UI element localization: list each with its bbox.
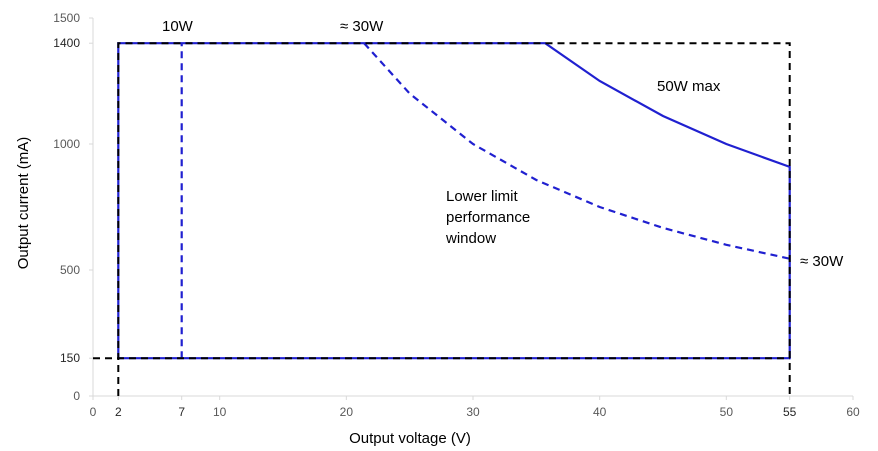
x-tick-label: 60	[846, 405, 860, 419]
x-tick-label: 55	[783, 405, 797, 419]
y-tick-label: 1000	[53, 137, 80, 151]
x-tick-label: 0	[90, 405, 97, 419]
annotation-label: 50W max	[657, 78, 721, 95]
series-layer	[93, 42, 791, 396]
annotation-label: ≈ 30W	[800, 253, 844, 270]
annotation-label: window	[445, 230, 496, 247]
x-tick-label: 10	[213, 405, 227, 419]
y-tick-label: 1400	[53, 36, 80, 50]
annotation-label: Lower limit	[446, 188, 519, 205]
axes	[92, 18, 853, 397]
y-axis-title: Output current (mA)	[15, 137, 32, 270]
y-tick-label: 150	[60, 351, 80, 365]
y-tick-label: 500	[60, 263, 80, 277]
x-axis-title: Output voltage (V)	[349, 430, 471, 447]
annotation-label: 10W	[162, 18, 194, 35]
x-tick-labels: 0 2 7 10 20 30 40 50 55 60	[90, 396, 860, 419]
y-tick-labels: 0 150 500 1000 1400 1500	[53, 11, 93, 403]
y-tick-label: 1500	[53, 11, 80, 25]
x-tick-label: 30	[466, 405, 480, 419]
annotations-layer: 10W ≈ 30W 50W max Lower limit performance win…	[162, 18, 844, 270]
x-tick-label: 40	[593, 405, 607, 419]
x-tick-label: 50	[720, 405, 734, 419]
lower-limit-curve	[363, 42, 790, 260]
x-tick-label: 2	[115, 405, 122, 419]
y-tick-label: 0	[73, 389, 80, 403]
annotation-label: ≈ 30W	[340, 18, 384, 35]
x-tick-label: 20	[340, 405, 354, 419]
annotation-label: performance	[446, 209, 530, 226]
black-bound-line	[117, 42, 791, 396]
x-tick-label: 7	[178, 405, 185, 419]
